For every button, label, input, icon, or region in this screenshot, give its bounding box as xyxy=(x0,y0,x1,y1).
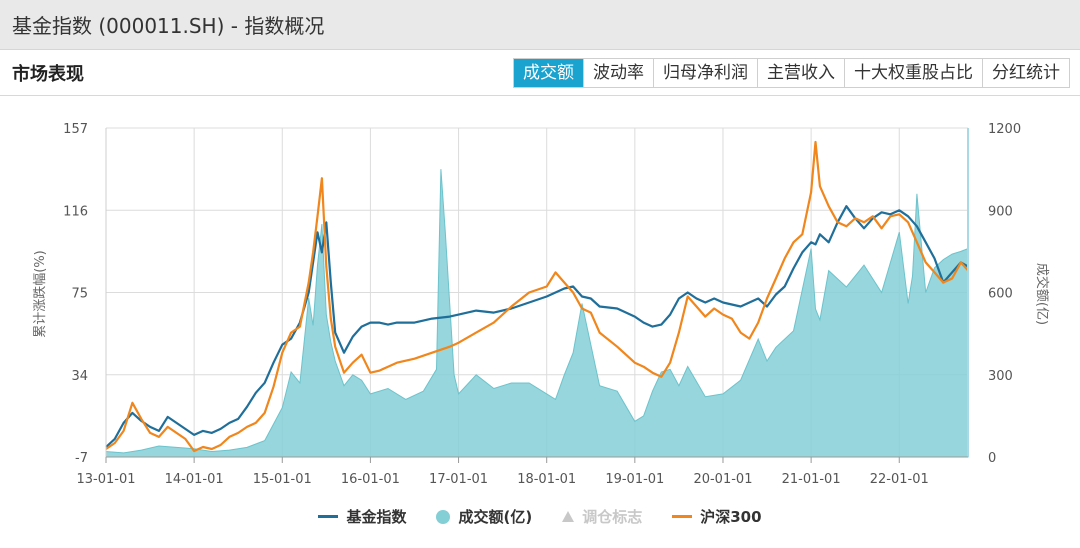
tab-net-profit[interactable]: 归母净利润 xyxy=(653,58,757,87)
axes: 累计涨跌幅(%) 成交额(亿) 157 1200 116 900 75 600 34 300 -… xyxy=(32,122,1050,487)
legend-label: 成交额(亿) xyxy=(458,508,533,526)
chart-legend: 基金指数 成交额(亿) 调仓标志 沪深300 xyxy=(0,506,1080,527)
y-right-tick-label: 600 xyxy=(988,287,1013,302)
section-header: 市场表现 成交额 波动率 归母净利润 主营收入 十大权重股占比 分红统计 xyxy=(0,50,1080,96)
legend-label: 调仓标志 xyxy=(582,508,643,526)
y-left-tick-label: 75 xyxy=(71,287,88,302)
fund-index-line-series xyxy=(105,205,969,448)
y-right-tick-label: 900 xyxy=(988,204,1013,219)
x-tick-label: 16-01-01 xyxy=(341,472,400,487)
legend-rebalance[interactable]: 调仓标志 xyxy=(562,506,642,527)
x-tick-label: 15-01-01 xyxy=(253,472,312,487)
turnover-area-series xyxy=(105,169,969,458)
x-tick-label: 14-01-01 xyxy=(165,472,224,487)
y-left-axis-title: 累计涨跌幅(%) xyxy=(32,250,48,338)
legend-label: 基金指数 xyxy=(346,508,407,526)
x-tick-label: 21-01-01 xyxy=(782,472,841,487)
y-left-tick-label: 34 xyxy=(71,369,88,384)
x-tick-label: 19-01-01 xyxy=(605,472,664,487)
y-right-tick-label: 300 xyxy=(988,369,1013,384)
y-left-tick-label: 116 xyxy=(63,204,88,219)
y-left-tick-label: 157 xyxy=(63,122,88,137)
y-left-tick-label: -7 xyxy=(75,451,88,466)
metric-tabs: 成交额 波动率 归母净利润 主营收入 十大权重股占比 分红统计 xyxy=(513,57,1070,88)
y-right-tick-label: 1200 xyxy=(988,122,1021,137)
x-tick-label: 13-01-01 xyxy=(76,472,135,487)
legend-csi300[interactable]: 沪深300 xyxy=(672,506,762,527)
y-right-tick-label: 0 xyxy=(988,451,996,466)
legend-line-icon xyxy=(318,515,339,518)
x-tick-label: 22-01-01 xyxy=(870,472,929,487)
turnover-area-layer xyxy=(105,169,969,458)
section-title: 市场表现 xyxy=(12,63,84,85)
index-lines-layer xyxy=(105,140,969,453)
legend-line-icon xyxy=(672,515,693,518)
tab-dividend[interactable]: 分红统计 xyxy=(982,58,1069,87)
legend-dot-icon xyxy=(436,509,451,524)
tab-volatility[interactable]: 波动率 xyxy=(583,58,653,87)
legend-turnover[interactable]: 成交额(亿) xyxy=(436,506,532,527)
legend-label: 沪深300 xyxy=(700,508,762,526)
window-title: 基金指数 (000011.SH) - 指数概况 xyxy=(12,14,325,38)
y-right-axis-title: 成交额(亿) xyxy=(1034,263,1050,325)
tab-turnover[interactable]: 成交额 xyxy=(514,58,583,87)
tab-revenue[interactable]: 主营收入 xyxy=(757,58,844,87)
legend-fund-index[interactable]: 基金指数 xyxy=(318,506,406,527)
window-titlebar: 基金指数 (000011.SH) - 指数概况 xyxy=(0,0,1080,50)
tab-top10-weight[interactable]: 十大权重股占比 xyxy=(844,58,982,87)
x-tick-label: 20-01-01 xyxy=(693,472,752,487)
csi300-line-series xyxy=(105,140,969,453)
x-tick-label: 17-01-01 xyxy=(429,472,488,487)
legend-triangle-icon xyxy=(562,511,575,522)
x-tick-label: 18-01-01 xyxy=(517,472,576,487)
